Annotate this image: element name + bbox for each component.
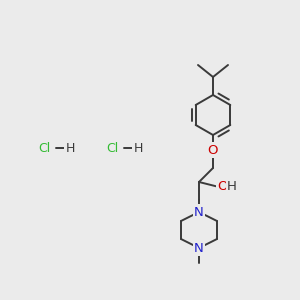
Text: N: N <box>194 206 204 218</box>
Text: N: N <box>194 242 204 254</box>
Text: Cl: Cl <box>106 142 118 154</box>
Text: O: O <box>208 143 218 157</box>
Text: H: H <box>227 181 237 194</box>
Text: H: H <box>133 142 143 154</box>
Text: O: O <box>217 181 227 194</box>
Text: H: H <box>65 142 75 154</box>
Text: Cl: Cl <box>38 142 50 154</box>
